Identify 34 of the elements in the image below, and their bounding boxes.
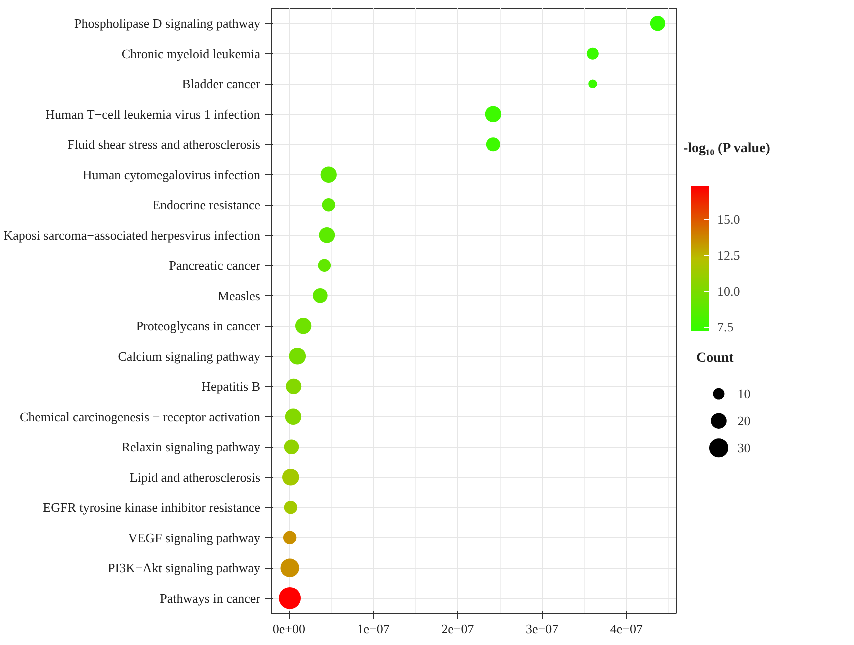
y-tick-label: Endocrine resistance bbox=[152, 198, 261, 213]
y-tick-label: Pathways in cancer bbox=[160, 590, 262, 606]
y-tick-label: Chronic myeloid leukemia bbox=[122, 46, 261, 62]
y-tick-label: Calcium signaling pathway bbox=[118, 348, 261, 364]
y-tick-label: Bladder cancer bbox=[182, 76, 262, 92]
y-tick-label: VEGF signaling pathway bbox=[128, 530, 261, 546]
color-bar-label: 7.5 bbox=[718, 320, 734, 335]
y-tick-label: Proteoglycans in cancer bbox=[136, 318, 262, 334]
y-tick-label: Chemical carcinogenesis − receptor activation bbox=[20, 409, 261, 424]
y-tick-label: EGFR tyrosine kinase inhibitor resistance bbox=[43, 500, 261, 516]
y-tick-label: Fluid shear stress and atherosclerosis bbox=[68, 137, 261, 152]
y-tick-label: PI3K−Akt signaling pathway bbox=[108, 560, 261, 576]
y-tick-label: Human T−cell leukemia virus 1 infection bbox=[46, 106, 261, 122]
color-bar-label: 12.5 bbox=[718, 248, 740, 263]
x-tick-label: 1e−07 bbox=[357, 622, 390, 636]
x-tick-label: 4e−07 bbox=[610, 622, 644, 636]
legend-label: 10 bbox=[738, 386, 751, 402]
color-bar-label: 15.0 bbox=[718, 212, 740, 228]
legend-label: 30 bbox=[738, 440, 751, 456]
legend-label: 20 bbox=[738, 414, 751, 429]
color-bar-label: 10.0 bbox=[718, 284, 740, 299]
y-tick-label: Measles bbox=[218, 288, 261, 304]
legend-title: Count bbox=[696, 350, 734, 366]
y-tick-label: Relaxin signaling pathway bbox=[122, 440, 261, 455]
x-tick-label: 2e−07 bbox=[442, 622, 475, 636]
x-tick-label: 3e−07 bbox=[526, 622, 560, 636]
y-tick-label: Human cytomegalovirus infection bbox=[82, 167, 261, 182]
y-tick-label: Phospholipase D signaling pathway bbox=[74, 16, 261, 32]
y-tick-label: Pancreatic cancer bbox=[169, 258, 262, 274]
y-tick-label: Kaposi sarcoma−associated herpesvirus infection bbox=[4, 228, 261, 243]
color-bar-title: -log₁₀ (P value) bbox=[684, 142, 771, 156]
y-tick-label: Hepatitis B bbox=[202, 379, 261, 394]
y-tick-label: Lipid and atherosclerosis bbox=[130, 470, 260, 485]
x-tick-label: 0e+00 bbox=[272, 622, 306, 636]
